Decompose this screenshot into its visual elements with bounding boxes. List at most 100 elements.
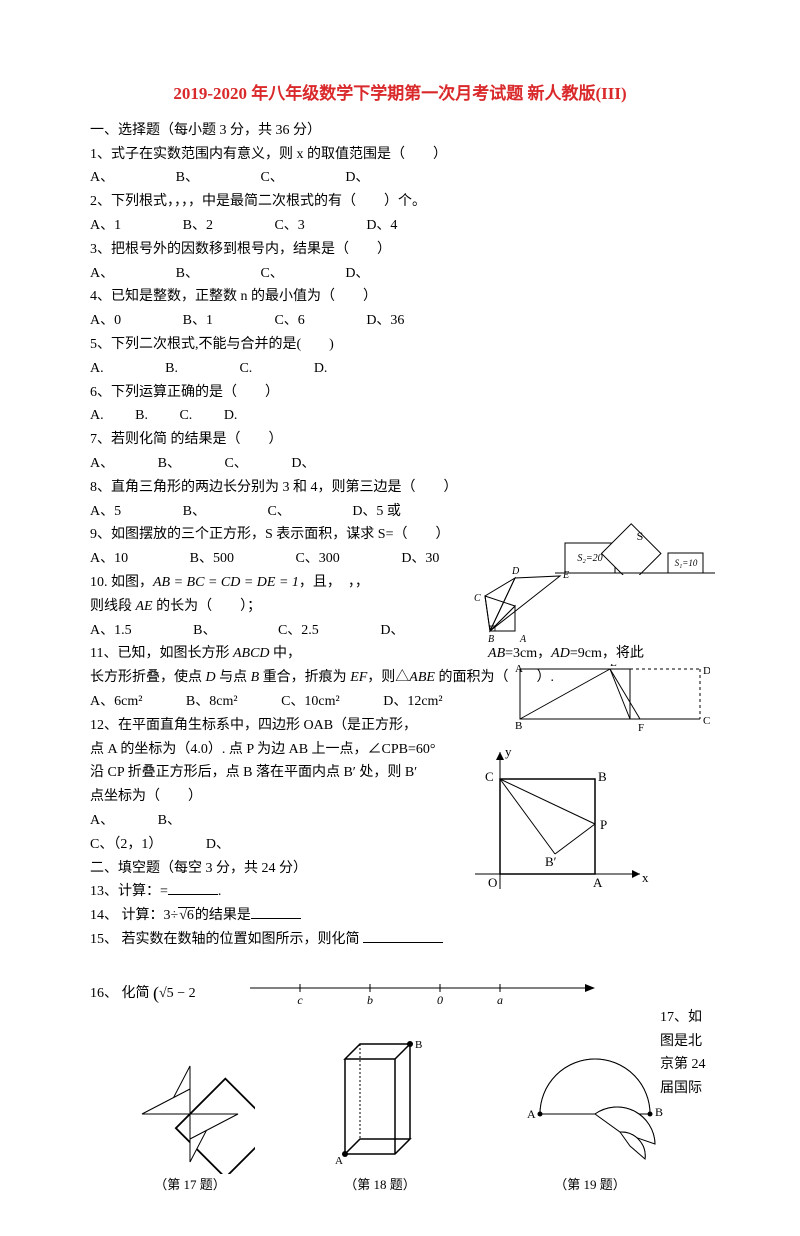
- q6-a: A.: [90, 404, 104, 428]
- q2-opts: A、1 B、2 C、3 D、4: [90, 214, 710, 238]
- q13: 13、计算：=.: [90, 880, 710, 904]
- q10-post: ，且， ，，: [299, 575, 369, 590]
- q12-c: C、（2，1）: [90, 833, 162, 857]
- q4-c: C、6: [274, 309, 304, 333]
- q10-l2a: 则线段: [90, 599, 136, 614]
- q3-opts: A、 B、 C、 D、: [90, 262, 710, 286]
- q3-a: A、: [90, 262, 114, 286]
- q12-b: B、: [158, 809, 181, 833]
- q10-formula: AB = BC = CD = DE = 1: [153, 575, 299, 590]
- q11-lbl-d: D: [703, 665, 710, 677]
- q11-l2a: 长方形折叠，使点: [90, 670, 206, 685]
- fig19: A B （第 19 题）: [505, 1054, 675, 1196]
- q5-c: C.: [239, 357, 252, 381]
- q12-lbl-c: C: [485, 769, 494, 784]
- q2-text: 2、下列根式，，，，中是最简二次根式的有（ ）个。: [90, 190, 710, 214]
- svg-text:a: a: [497, 993, 503, 1006]
- q8-c: C、: [267, 500, 290, 524]
- q11-line1: 11、已知，如图长方形 ABCD 中， AB=3cm，AD=9cm，将此: [90, 642, 710, 666]
- q9-b: B、500: [190, 547, 234, 571]
- fig18-b: B: [415, 1039, 422, 1051]
- q10-pre: 10. 如图，: [90, 575, 153, 590]
- q7-opts: A、 B、 C、 D、: [90, 452, 710, 476]
- section-2-head: 二、填空题（每空 3 分，共 24 分）: [90, 857, 710, 881]
- q9-d: D、30: [401, 547, 439, 571]
- q9-text: 9、如图摆放的三个正方形，S 表示面积，谋求 S=（ ）: [90, 527, 449, 542]
- q10-d: D、: [380, 619, 404, 643]
- q6-d: D.: [224, 404, 238, 428]
- q8-a: A、5: [90, 500, 121, 524]
- q4-opts: A、0 B、1 C、6 D、36: [90, 309, 710, 333]
- q1-b: B、: [176, 166, 199, 190]
- svg-text:c: c: [297, 993, 303, 1006]
- q5-d: D.: [314, 357, 328, 381]
- q2-b: B、2: [183, 214, 213, 238]
- q9-opts: A、10 B、500 C、300 D、30: [90, 547, 710, 571]
- q15: 15、 若实数在数轴的位置如图所示，则化简: [90, 928, 710, 952]
- q6-b: B.: [135, 404, 148, 428]
- q11-abcd: ABCD: [233, 646, 270, 661]
- q12-lbl-p: P: [600, 817, 607, 832]
- q10-line2: 则线段 AE 的长为（ ）；: [90, 595, 710, 619]
- svg-text:0: 0: [437, 993, 443, 1006]
- fig18: B A （第 18 题）: [325, 1034, 435, 1196]
- doc-title: 2019-2020 年八年级数学下学期第一次月考试题 新人教版(III): [90, 80, 710, 109]
- q1-d: D、: [345, 166, 369, 190]
- q11-a1: 11、已知，如图长方形: [90, 646, 233, 661]
- q10-a: A、1.5: [90, 619, 132, 643]
- q16-sqrt: √5: [159, 986, 174, 1001]
- q11-l2d: ，则△: [367, 670, 409, 685]
- q6-opts: A. B. C. D.: [90, 404, 710, 428]
- fig19-a: A: [527, 1107, 536, 1121]
- q11-a: A、6cm²: [90, 690, 142, 714]
- q12-l1: 12、在平面直角生标系中，四边形 OAB（是正方形，: [90, 714, 710, 738]
- q16: 16、 化简 (√5 − 2 cb0a: [90, 976, 710, 1006]
- q1-c: C、: [260, 166, 283, 190]
- section-1-head: 一、选择题（每小题 3 分，共 36 分）: [90, 119, 710, 143]
- q11-l2v2: B: [251, 670, 260, 685]
- q13-text: 13、计算：=: [90, 884, 168, 899]
- q15-blank: [363, 928, 443, 943]
- q17-b: 图是北: [660, 1030, 710, 1054]
- fig18-a: A: [335, 1155, 343, 1167]
- q7-d: D、: [291, 452, 315, 476]
- svg-text:b: b: [367, 993, 373, 1006]
- q11-ad: AD: [551, 646, 570, 661]
- q11-ab-eq: =3cm，: [505, 646, 551, 661]
- q10-b: B、: [193, 619, 216, 643]
- q17-d: 届国际: [660, 1077, 710, 1101]
- q13-tail: .: [218, 884, 222, 899]
- q6-text: 6、下列运算正确的是（ ）: [90, 381, 710, 405]
- q11-l2v1: D: [206, 670, 216, 685]
- q14: 14、 计算：3÷√6的结果是: [90, 904, 710, 928]
- q12-lbl-y: y: [505, 744, 512, 759]
- q4-text: 4、已知是整数，正整数 n 的最小值为（ ）: [90, 285, 710, 309]
- q12-d: D、: [206, 833, 230, 857]
- q14-sqrt: √6: [178, 907, 195, 923]
- q11-l2v4: ABE: [409, 670, 435, 685]
- fig17-label: （第 17 题）: [125, 1174, 255, 1196]
- q2-a: A、1: [90, 214, 121, 238]
- q7-c: C、: [224, 452, 247, 476]
- q11-d: D、12cm²: [383, 690, 442, 714]
- q11-l2v3: EF: [350, 670, 367, 685]
- q9-row: 9、如图摆放的三个正方形，S 表示面积，谋求 S=（ ） S₂=20 S S₁=…: [90, 523, 710, 547]
- q17-a: 17、如: [660, 1006, 710, 1030]
- q3-d: D、: [345, 262, 369, 286]
- q7-text: 7、若则化简 的结果是（ ）: [90, 428, 710, 452]
- q16-rest: − 2: [174, 986, 196, 1001]
- q8-d: D、5 或: [352, 500, 401, 524]
- q9-s-label: S: [637, 529, 644, 543]
- q12-lbl-b: B: [598, 769, 607, 784]
- q14-tail: 的结果是: [195, 908, 251, 923]
- q10-lbl-e: E: [562, 570, 569, 581]
- q8-text: 8、直角三角形的两边长分别为 3 和 4，则第三边是（ ）: [90, 476, 710, 500]
- q11-ab: AB: [488, 646, 505, 661]
- q11-a2: 中，: [270, 646, 302, 661]
- q8-b: B、: [183, 500, 206, 524]
- q9-a: A、10: [90, 547, 128, 571]
- q1-text: 1、式子在实数范围内有意义，则 x 的取值范围是（ ）: [90, 143, 710, 167]
- q7-b: B、: [158, 452, 181, 476]
- q10-opts: A、1.5 B、 C、2.5 D、: [90, 619, 710, 643]
- q11-b: B、8cm²: [186, 690, 238, 714]
